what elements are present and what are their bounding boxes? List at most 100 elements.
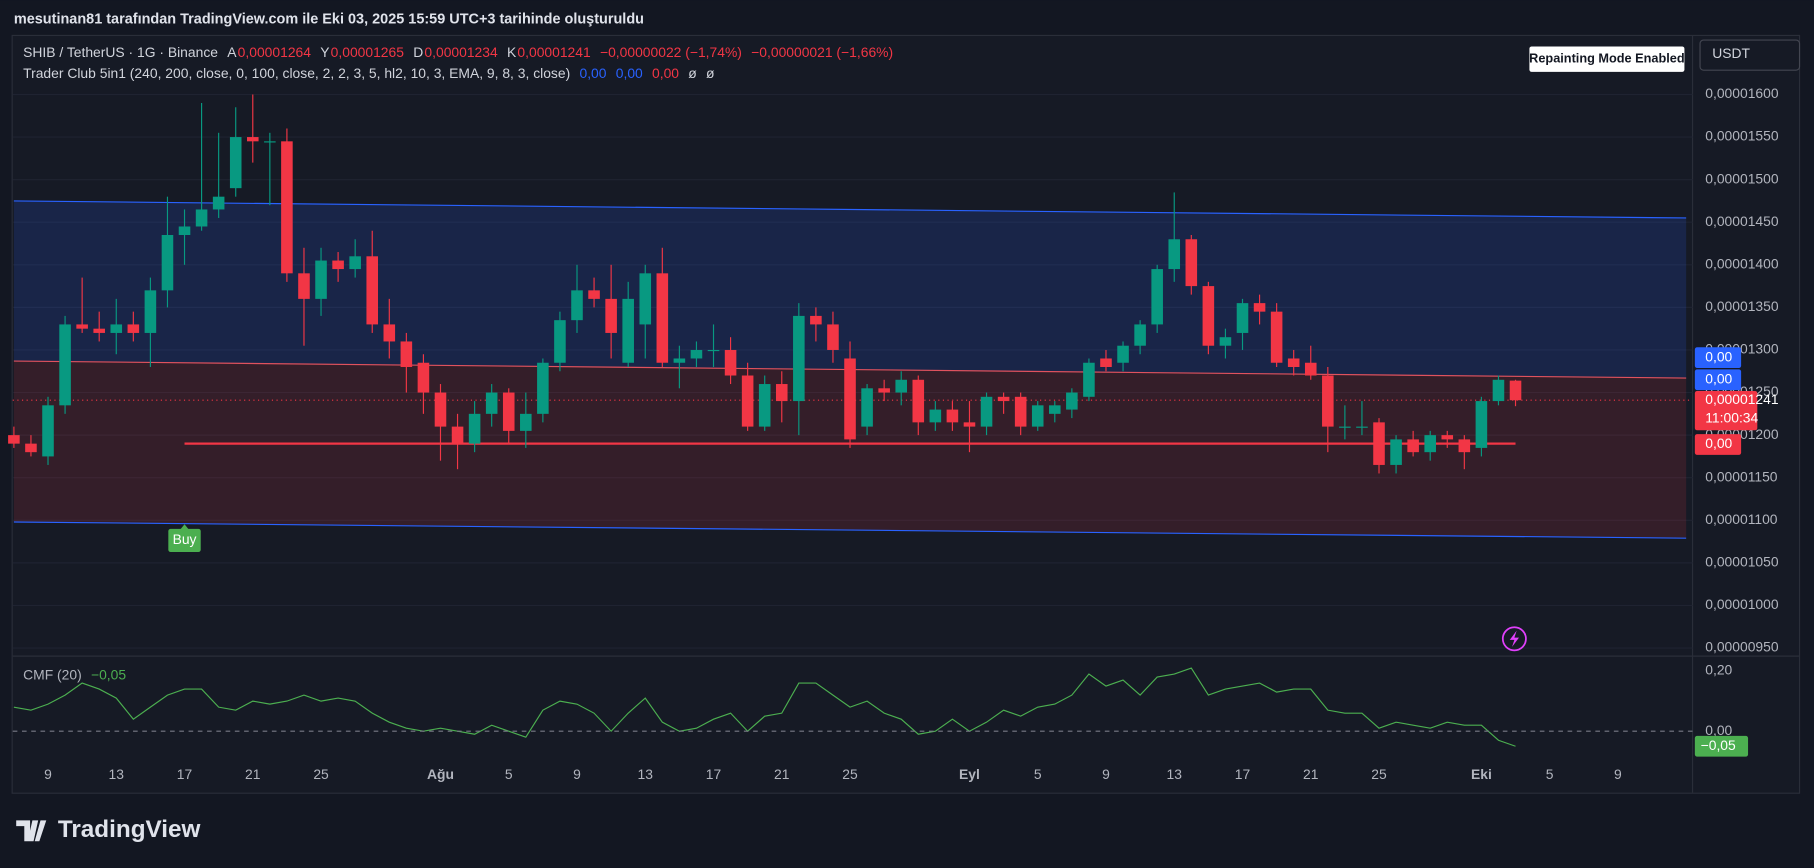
x-tick-label: 9	[1102, 766, 1110, 782]
x-tick-label: Eki	[1471, 766, 1492, 782]
cmf-tag-box	[1694, 735, 1749, 757]
x-tick-label: 17	[706, 766, 722, 782]
logo-text: TradingView	[58, 816, 201, 843]
candle-body	[1219, 337, 1232, 346]
candle-body	[417, 362, 430, 393]
y-tick-label: 0,00001600	[1705, 85, 1779, 101]
alert-icon-bolt	[1509, 630, 1519, 647]
cmf-tag: −0,05	[1701, 737, 1736, 753]
y-tick-label: 0,00001400	[1705, 255, 1779, 271]
signal-label: Buy	[173, 531, 197, 547]
y-tick-label: 0,00001150	[1705, 468, 1778, 484]
candle-body	[1441, 435, 1454, 440]
candle-body	[1185, 239, 1198, 287]
candle-body	[878, 388, 890, 393]
candle-body	[622, 298, 634, 363]
candle-body	[741, 375, 754, 427]
candle-body	[980, 396, 993, 427]
logo-mark	[16, 820, 47, 842]
y-tick-label: 0,00001000	[1705, 596, 1779, 612]
alert-icon[interactable]	[1501, 626, 1527, 652]
currency-box[interactable]	[1699, 39, 1801, 71]
candle-body	[1475, 401, 1488, 448]
x-tick-label: 5	[1546, 766, 1554, 782]
channel-lower	[13, 521, 1687, 539]
change: −0,00000021 (−1,66%)	[751, 44, 893, 60]
candle-body	[1458, 439, 1471, 453]
candle-body	[195, 209, 208, 227]
candle-body	[434, 392, 447, 427]
logo: TradingView	[16, 816, 201, 843]
x-tick-label: 5	[505, 766, 513, 782]
ohlc-value: 0,00001265	[331, 44, 405, 60]
x-tick-label: 17	[1235, 766, 1251, 782]
indicator-value: 0,00	[579, 65, 606, 81]
axis-tag-box	[1694, 369, 1742, 391]
ohlc-key: K	[507, 44, 517, 60]
candle-body	[315, 260, 327, 299]
candle-body	[485, 392, 498, 414]
repaint-badge: Repainting Mode Enabled	[1529, 51, 1684, 66]
candle-body	[1117, 345, 1129, 363]
candle-body	[571, 290, 583, 321]
candle-body	[1066, 392, 1078, 410]
candle-body	[1407, 439, 1419, 453]
x-tick-label: 17	[177, 766, 193, 782]
header: mesutinan81 tarafından TradingView.com i…	[14, 12, 644, 28]
cmf-tick-label: 0,00	[1705, 722, 1732, 738]
candle-body	[1083, 362, 1095, 397]
candle-body	[639, 273, 652, 325]
candle-body	[229, 137, 242, 189]
repaint-badge-box	[1529, 46, 1685, 72]
candle-body	[1253, 303, 1266, 312]
candle-body	[690, 349, 703, 359]
candle-body	[383, 324, 396, 342]
cmf-line	[13, 667, 1516, 747]
candle-body	[451, 426, 464, 444]
candle-body	[366, 256, 379, 325]
candle-body	[1236, 303, 1249, 333]
x-tick-label: 9	[44, 766, 52, 782]
axis-tag: 0,00	[1705, 435, 1732, 451]
candle-body	[929, 409, 942, 423]
candle-body	[1100, 358, 1112, 368]
candle-body	[400, 341, 413, 368]
candle-body	[1356, 426, 1368, 428]
candle-body	[912, 379, 925, 423]
y-tick-label: 0,00001050	[1705, 554, 1779, 570]
candle-body	[724, 349, 737, 376]
candle-body	[1049, 405, 1061, 414]
x-tick-label: 9	[573, 766, 581, 782]
chart-frame	[11, 34, 1801, 794]
candle-body	[349, 256, 361, 270]
candle-body	[707, 349, 720, 352]
candle-body	[537, 362, 549, 414]
candle-body	[1031, 405, 1044, 427]
channel-lower-zone	[13, 361, 1687, 539]
candle-body	[1322, 375, 1334, 427]
x-tick-label: 25	[313, 766, 329, 782]
candle-body	[144, 290, 157, 333]
candle-body	[8, 435, 20, 444]
candle-body	[673, 358, 686, 363]
x-tick-label: Ağu	[427, 766, 454, 782]
x-tick-label: 21	[774, 766, 790, 782]
ohlc-value: 0,00001234	[424, 44, 498, 60]
ohlc-key: D	[413, 44, 423, 60]
x-tick-label: 13	[1167, 766, 1183, 782]
y-tick-label: 0,00001350	[1705, 298, 1779, 314]
cmf-title: CMF (20)	[23, 666, 82, 682]
x-tick-label: Eyl	[959, 766, 980, 782]
indicator-value: 0,00	[652, 65, 679, 81]
candle-body	[1373, 422, 1385, 465]
x-tick-label: 21	[245, 766, 261, 782]
price-countdown: 11:00:34	[1705, 409, 1758, 425]
candle-body	[520, 413, 532, 431]
candle-body	[1287, 358, 1300, 368]
candle-body	[1270, 311, 1283, 363]
symbol: SHIB / TetherUS · 1G · Binance	[23, 44, 218, 60]
currency: USDT	[1712, 45, 1750, 61]
candle-body	[1202, 286, 1215, 346]
